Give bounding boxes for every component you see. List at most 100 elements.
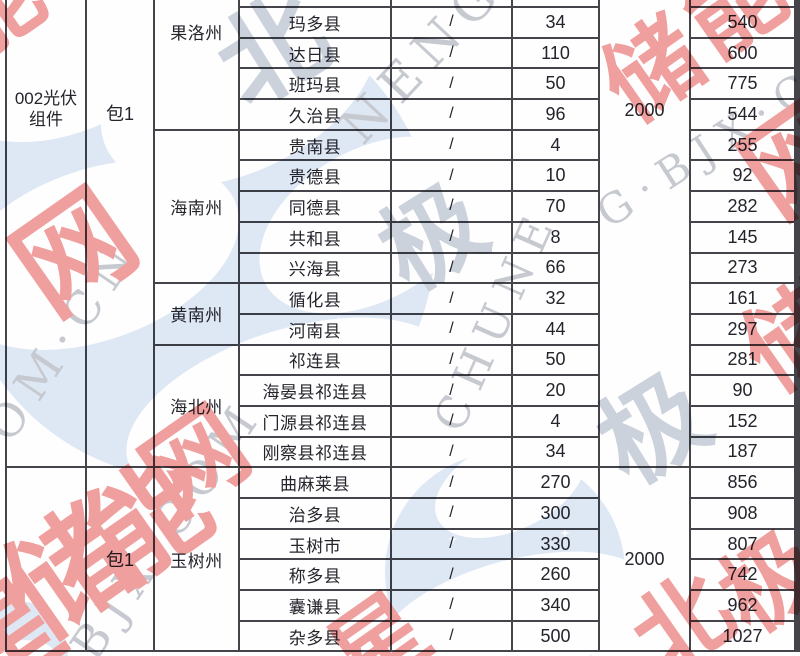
clipped-row-sliver: [392, 0, 511, 6]
sep-cell: /: [392, 591, 511, 620]
amount-cell: 297: [691, 314, 794, 344]
county-cell: 海晏县祁连县: [240, 376, 390, 405]
qty-cell: 340: [513, 591, 598, 620]
sep-cell: /: [392, 284, 511, 313]
county-cell: 达日县: [240, 38, 390, 68]
amount-cell: 600: [691, 38, 794, 68]
county-cell: 班玛县: [240, 69, 390, 99]
package-cell: 包1: [87, 468, 153, 651]
county-cell: 久治县: [240, 100, 390, 129]
sep-cell: /: [392, 253, 511, 283]
sep-cell: /: [392, 529, 511, 559]
county-cell: 杂多县: [240, 621, 390, 651]
qty-cell: 260: [513, 560, 598, 590]
county-cell: 门源县祁连县: [240, 406, 390, 436]
procurement-table: 002光伏组件 包1 果洛州 海南州 黄南州 海北州 2000 包1 玉树州 2…: [5, 0, 800, 653]
sep-cell: /: [392, 345, 511, 375]
qty-cell: 34: [513, 437, 598, 467]
county-cell: 囊谦县: [240, 591, 390, 620]
amount-cell: 775: [691, 69, 794, 99]
amount-cell: 145: [691, 222, 794, 252]
sep-cell: /: [392, 100, 511, 129]
amount-cell: 255: [691, 130, 794, 160]
clipped-row-sliver: [240, 0, 390, 6]
county-cell: 刚察县祁连县: [240, 437, 390, 467]
qty-cell: 20: [513, 376, 598, 405]
qty-cell: 500: [513, 621, 598, 651]
county-cell: 贵南县: [240, 130, 390, 160]
sep-cell: /: [392, 69, 511, 99]
sep-cell: /: [392, 222, 511, 252]
amount-cell: 544: [691, 100, 794, 129]
package-cell: 包1: [87, 0, 153, 467]
amount-cell: 540: [691, 8, 794, 37]
county-cell: 称多县: [240, 560, 390, 590]
category-cell: 002光伏组件: [7, 0, 85, 467]
qty-cell: 110: [513, 38, 598, 68]
qty-cell: 330: [513, 529, 598, 559]
qty-cell: 270: [513, 468, 598, 497]
amount-cell: 908: [691, 499, 794, 528]
prefecture-cell: 海北州: [155, 345, 238, 467]
qty-cell: 4: [513, 406, 598, 436]
county-cell: 曲麻莱县: [240, 468, 390, 497]
qty-cell: 300: [513, 499, 598, 528]
sep-cell: /: [392, 468, 511, 497]
sep-cell: /: [392, 8, 511, 37]
qty-cell: 50: [513, 69, 598, 99]
category-cell-empty: [7, 468, 85, 651]
county-cell: 同德县: [240, 192, 390, 221]
qty-cell: 32: [513, 284, 598, 313]
sep-cell: /: [392, 499, 511, 528]
sep-cell: /: [392, 161, 511, 191]
county-cell: 循化县: [240, 284, 390, 313]
sep-cell: /: [392, 38, 511, 68]
county-cell: 治多县: [240, 499, 390, 528]
total-cell: 2000: [600, 0, 689, 467]
amount-cell: 742: [691, 560, 794, 590]
county-cell: 河南县: [240, 314, 390, 344]
sep-cell: /: [392, 314, 511, 344]
county-cell: 玉树市: [240, 529, 390, 559]
county-cell: 共和县: [240, 222, 390, 252]
amount-cell: 1027: [691, 621, 794, 651]
total-cell: 2000: [600, 468, 689, 651]
clipped-row-sliver: [513, 0, 598, 6]
county-cell: 祁连县: [240, 345, 390, 375]
county-cell: 玛多县: [240, 8, 390, 37]
qty-cell: 34: [513, 8, 598, 37]
clipped-row-sliver: [691, 0, 794, 6]
prefecture-cell: 果洛州: [155, 0, 238, 129]
amount-cell: 187: [691, 437, 794, 467]
amount-cell: 90: [691, 376, 794, 405]
amount-cell: 282: [691, 192, 794, 221]
amount-cell: 807: [691, 529, 794, 559]
qty-cell: 4: [513, 130, 598, 160]
prefecture-cell: 黄南州: [155, 284, 238, 344]
amount-cell: 161: [691, 284, 794, 313]
sep-cell: /: [392, 621, 511, 651]
county-cell: 兴海县: [240, 253, 390, 283]
sep-cell: /: [392, 437, 511, 467]
amount-cell: 281: [691, 345, 794, 375]
sep-cell: /: [392, 130, 511, 160]
sep-cell: /: [392, 560, 511, 590]
prefecture-cell: 玉树州: [155, 468, 238, 651]
amount-cell: 856: [691, 468, 794, 497]
qty-cell: 44: [513, 314, 598, 344]
amount-cell: 273: [691, 253, 794, 283]
amount-cell: 92: [691, 161, 794, 191]
qty-cell: 70: [513, 192, 598, 221]
amount-cell: 152: [691, 406, 794, 436]
sep-cell: /: [392, 376, 511, 405]
sep-cell: /: [392, 406, 511, 436]
qty-cell: 96: [513, 100, 598, 129]
qty-cell: 66: [513, 253, 598, 283]
prefecture-cell: 海南州: [155, 130, 238, 283]
amount-cell: 962: [691, 591, 794, 620]
qty-cell: 8: [513, 222, 598, 252]
sep-cell: /: [392, 192, 511, 221]
qty-cell: 50: [513, 345, 598, 375]
county-cell: 贵德县: [240, 161, 390, 191]
